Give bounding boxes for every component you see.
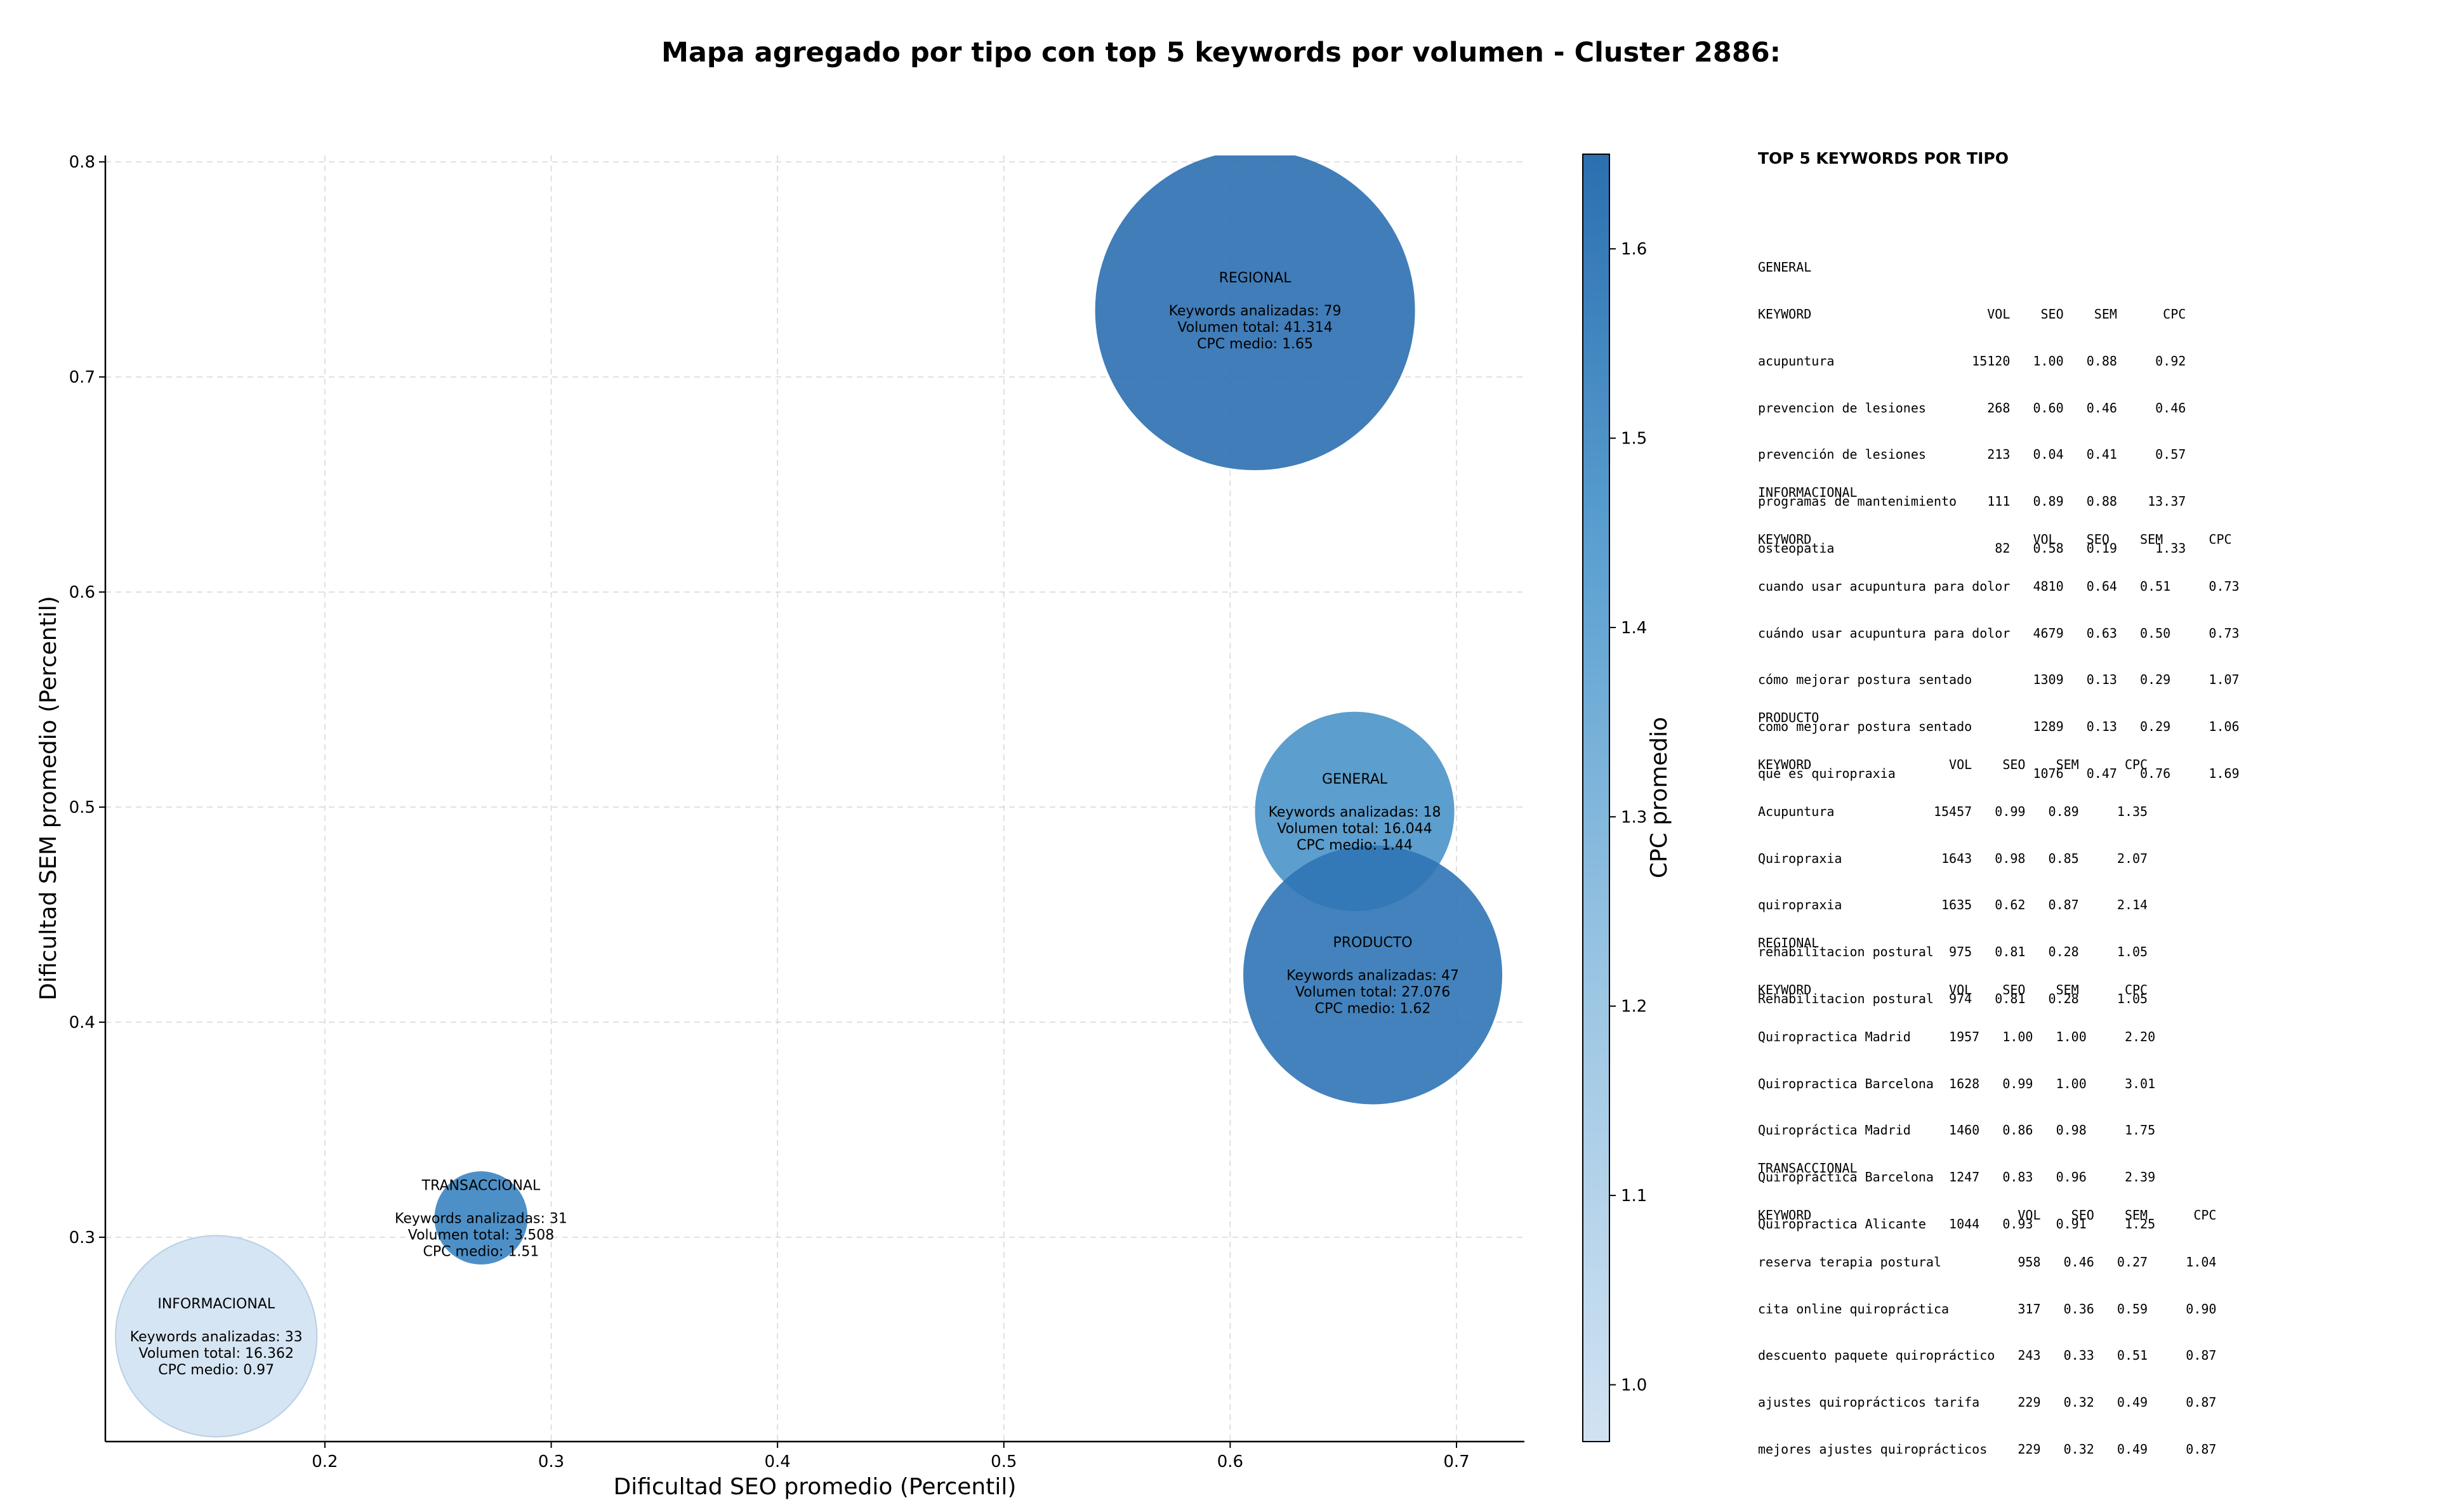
top-keywords-panel: TOP 5 KEYWORDS POR TIPO GENERAL KEYWORD … <box>1758 149 2418 1457</box>
bubble-regional <box>1095 155 1415 470</box>
bubble-label-name: GENERAL <box>1322 772 1388 787</box>
keyword-row: cómo mejorar postura sentado 1309 0.13 0… <box>1758 672 2240 688</box>
bubble-label-stat: CPC medio: 1.62 <box>1315 1001 1431 1016</box>
bubble-label-stat: Keywords analizadas: 31 <box>395 1211 567 1226</box>
bubble-label-stat: Keywords analizadas: 18 <box>1269 805 1441 820</box>
bubble-label-stat: Volumen total: 16.044 <box>1277 821 1432 837</box>
keyword-row: quiropraxia 1635 0.62 0.87 2.14 <box>1758 897 2148 913</box>
group-regional: REGIONAL KEYWORD VOL SEO SEM CPC Quiropr… <box>1758 904 2155 1263</box>
keyword-row: rehabilitacion postural 975 0.81 0.28 1.… <box>1758 944 2148 960</box>
bubble-label-name: REGIONAL <box>1219 270 1292 286</box>
keyword-row: Quiropractica Madrid 1957 1.00 1.00 2.20 <box>1758 1029 2156 1044</box>
keyword-row: Quiropractica Barcelona 1628 0.99 1.00 3… <box>1758 1075 2156 1091</box>
group-general: GENERAL KEYWORD VOL SEO SEM CPC acupuntu… <box>1758 228 2186 588</box>
bubble-label-stat: CPC medio: 1.51 <box>423 1244 539 1259</box>
y-ticks: 0.3 0.4 0.5 0.6 0.7 0.8 <box>69 153 105 1247</box>
bubble-label-name: TRANSACCIONAL <box>421 1178 541 1193</box>
group-transaccional: TRANSACCIONAL KEYWORD VOL SEO SEM CPC re… <box>1758 1129 2216 1489</box>
keyword-row: prevención de lesiones 213 0.04 0.41 0.5… <box>1758 447 2186 463</box>
colorbar-tick-label: 1.2 <box>1621 997 1647 1016</box>
group-name: PRODUCTO <box>1758 710 1819 726</box>
group-header: KEYWORD VOL SEO SEM CPC <box>1758 306 2186 322</box>
bubble-producto <box>1243 845 1503 1105</box>
colorbar-tick-label: 1.5 <box>1621 430 1647 449</box>
keyword-row: reserva terapia postural 958 0.46 0.27 1… <box>1758 1254 2217 1270</box>
bubble-label-name: PRODUCTO <box>1333 935 1413 950</box>
keyword-row: programas de mantenimiento 111 0.89 0.88… <box>1758 494 2186 509</box>
colorbar-tick-label: 1.0 <box>1621 1376 1647 1395</box>
group-producto: PRODUCTO KEYWORD VOL SEO SEM CPC Acupunt… <box>1758 679 2148 1038</box>
bubble-label-stat: Keywords analizadas: 79 <box>1169 303 1342 319</box>
bubbles <box>115 155 1503 1438</box>
bubble-label-stat: Volumen total: 41.314 <box>1177 320 1332 336</box>
bubble-informacional <box>115 1235 318 1438</box>
colorbar-tick-label: 1.4 <box>1621 619 1647 638</box>
x-tick-label: 0.6 <box>1217 1452 1243 1471</box>
keyword-row: qué es quiropraxia 1076 0.47 0.76 1.69 <box>1758 765 2240 781</box>
x-tick-label: 0.4 <box>764 1452 790 1471</box>
y-tick-label: 0.3 <box>69 1228 95 1247</box>
y-tick-label: 0.4 <box>69 1013 95 1032</box>
chart-title: Mapa agregado por tipo con top 5 keyword… <box>661 37 1781 69</box>
bubble-transaccional <box>434 1171 528 1265</box>
keyword-row: mejores ajustes quiroprácticos 229 0.32 … <box>1758 1441 2217 1457</box>
bubble-label-stat: CPC medio: 1.44 <box>1297 838 1413 853</box>
keyword-row: Quiropráctica Barcelona 1247 0.83 0.96 2… <box>1758 1169 2156 1185</box>
keyword-row: cuándo usar acupuntura para dolor 4679 0… <box>1758 625 2240 641</box>
colorbar-label: CPC promedio <box>1646 717 1672 878</box>
bubble-label-stat: Keywords analizadas: 33 <box>130 1329 303 1345</box>
y-tick-label: 0.7 <box>69 368 95 387</box>
keyword-row: prevencion de lesiones 268 0.60 0.46 0.4… <box>1758 400 2186 416</box>
x-axis-label: Dificultad SEO promedio (Percentil) <box>614 1474 1017 1500</box>
y-tick-label: 0.5 <box>69 798 95 817</box>
keyword-row: Quiropraxia 1643 0.98 0.85 2.07 <box>1758 850 2148 866</box>
group-header: KEYWORD VOL SEO SEM CPC <box>1758 756 2148 772</box>
keyword-row: Quiropractica Alicante 1044 0.93 0.91 1.… <box>1758 1216 2156 1232</box>
bubble-label-stat: CPC medio: 0.97 <box>158 1362 274 1378</box>
keyword-row: ajustes quiroprácticos tarifa 229 0.32 0… <box>1758 1395 2217 1410</box>
x-ticks: 0.2 0.3 0.4 0.5 0.6 0.7 <box>312 1442 1470 1471</box>
colorbar <box>1582 154 1610 1442</box>
bubble-label-stat: Volumen total: 16.362 <box>139 1346 294 1362</box>
x-tick-label: 0.3 <box>538 1452 564 1471</box>
keyword-row: cuando usar acupuntura para dolor 4810 0… <box>1758 578 2240 594</box>
group-header: KEYWORD VOL SEO SEM CPC <box>1758 1207 2217 1223</box>
group-header: KEYWORD VOL SEO SEM CPC <box>1758 982 2148 997</box>
colorbar-tick-label: 1.1 <box>1621 1187 1647 1206</box>
x-tick-label: 0.5 <box>991 1452 1017 1471</box>
keyword-row: Quiropráctica Madrid 1460 0.86 0.98 1.75 <box>1758 1122 2156 1138</box>
group-name: REGIONAL <box>1758 935 1819 951</box>
bubble-label-stat: Volumen total: 3.508 <box>408 1227 554 1243</box>
group-name: INFORMACIONAL <box>1758 485 1858 501</box>
group-informacional: INFORMACIONAL KEYWORD VOL SEO SEM CPC cu… <box>1758 454 2240 813</box>
group-name: GENERAL <box>1758 260 1812 275</box>
x-tick-label: 0.7 <box>1443 1452 1469 1471</box>
keyword-row: descuento paquete quiropráctico 243 0.33… <box>1758 1348 2217 1364</box>
group-header: KEYWORD VOL SEO SEM CPC <box>1758 531 2232 547</box>
keyword-row: como mejorar postura sentado 1289 0.13 0… <box>1758 719 2240 735</box>
colorbar-tick-label: 1.6 <box>1621 240 1647 259</box>
keyword-row: Rehabilitacion postural 974 0.81 0.28 1.… <box>1758 990 2148 1006</box>
x-tick-label: 0.2 <box>312 1452 338 1471</box>
bubble-label-stat: CPC medio: 1.65 <box>1197 336 1313 352</box>
colorbar-ticks: 1.0 1.1 1.2 1.3 1.4 1.5 1.6 <box>1609 240 1647 1395</box>
keyword-row: osteopatia 82 0.58 0.19 1.33 <box>1758 540 2186 556</box>
y-axis-label: Dificultad SEM promedio (Percentil) <box>36 596 62 1001</box>
y-tick-label: 0.6 <box>69 583 95 602</box>
keyword-row: Acupuntura 15457 0.99 0.89 1.35 <box>1758 803 2148 819</box>
panel-title: TOP 5 KEYWORDS POR TIPO <box>1758 149 2009 168</box>
keyword-row: cita online quiropráctica 317 0.36 0.59 … <box>1758 1301 2217 1317</box>
keyword-row: acupuntura 15120 1.00 0.88 0.92 <box>1758 353 2186 369</box>
bubble-label-stat: Keywords analizadas: 47 <box>1286 968 1459 983</box>
bubble-label-stat: Volumen total: 27.076 <box>1295 984 1450 1000</box>
group-name: TRANSACCIONAL <box>1758 1160 1858 1176</box>
bubble-label-name: INFORMACIONAL <box>157 1296 275 1312</box>
y-tick-label: 0.8 <box>69 153 95 172</box>
colorbar-tick-label: 1.3 <box>1621 808 1647 827</box>
